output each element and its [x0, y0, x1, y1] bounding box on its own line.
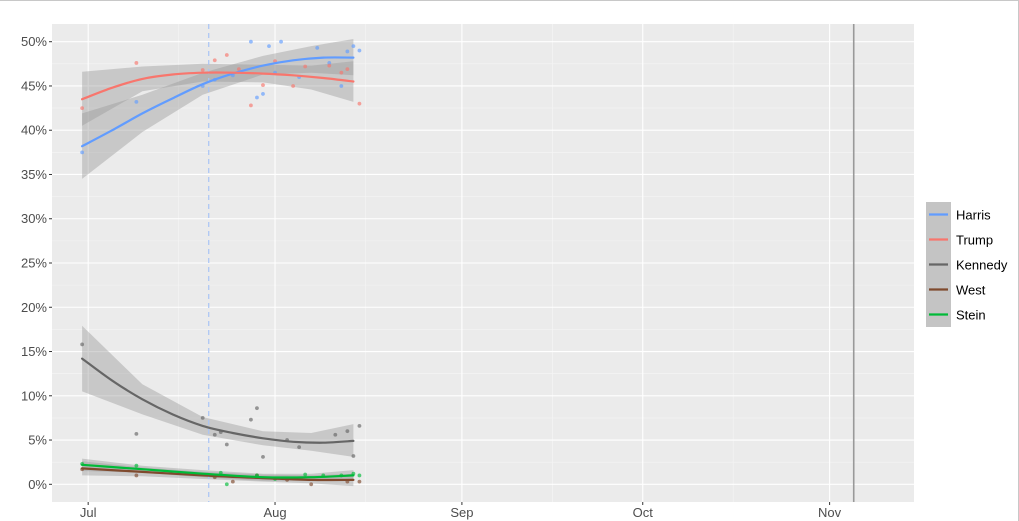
kennedy-poll-point — [224, 442, 229, 447]
legend-label-trump: Trump — [956, 233, 993, 248]
trump-poll-point — [236, 67, 241, 72]
west-poll-point — [230, 479, 235, 484]
y-tick-label: 10% — [21, 388, 47, 403]
kennedy-poll-point — [351, 454, 356, 458]
harris-poll-point — [80, 150, 85, 155]
trump-poll-point — [261, 83, 265, 87]
trump-poll-point — [339, 70, 344, 75]
harris-poll-point — [134, 99, 139, 104]
legend-label-west: West — [956, 283, 986, 298]
trump-poll-point — [345, 67, 350, 72]
y-tick-label: 20% — [21, 300, 47, 315]
west-poll-point — [357, 479, 362, 484]
harris-poll-point — [345, 49, 350, 54]
stein-poll-point — [224, 482, 229, 487]
legend: Harris Trump Kennedy West Stein — [926, 202, 1008, 327]
x-tick-label: Sep — [450, 505, 473, 520]
kennedy-poll-point — [80, 342, 85, 347]
kennedy-poll-point — [255, 406, 259, 411]
harris-poll-point — [357, 48, 362, 53]
stein-trend-line — [81, 463, 355, 479]
harris-poll-point — [351, 44, 356, 49]
harris-poll-point — [279, 39, 283, 44]
harris-poll-point — [249, 39, 253, 44]
legend-label-harris: Harris — [956, 208, 991, 223]
kennedy-poll-point — [345, 429, 350, 434]
trump-poll-point — [200, 68, 205, 72]
y-tick-label: 30% — [21, 211, 47, 226]
kennedy-poll-point — [249, 417, 253, 422]
trump-trend-line — [81, 71, 355, 101]
stein-confidence-band — [82, 458, 354, 481]
harris-poll-point — [339, 84, 344, 88]
y-tick-label: 45% — [21, 78, 47, 93]
y-tick-label: 15% — [21, 344, 47, 359]
major-gridlines — [52, 24, 914, 502]
y-tick-label: 25% — [21, 256, 47, 271]
stein-poll-point — [357, 473, 362, 478]
y-tick-label: 0% — [28, 477, 47, 492]
minor-gridlines — [52, 24, 914, 502]
harris-poll-point — [255, 95, 259, 100]
kennedy-poll-point — [212, 432, 217, 437]
harris-confidence-band — [82, 39, 354, 179]
x-axis: Jul Aug Sep Oct Nov — [80, 502, 842, 520]
west-poll-point — [134, 473, 139, 478]
trend-lines — [81, 56, 355, 482]
trump-poll-point — [291, 84, 296, 88]
kennedy-poll-point — [357, 423, 362, 428]
trump-poll-point — [303, 64, 308, 69]
y-tick-label: 5% — [28, 433, 47, 448]
trump-poll-point — [134, 61, 139, 65]
kennedy-poll-point — [261, 454, 265, 459]
trump-poll-point — [357, 101, 362, 106]
harris-poll-point — [315, 46, 320, 50]
harris-poll-point — [261, 92, 265, 96]
reference-lines — [208, 24, 855, 502]
kennedy-poll-point — [333, 432, 338, 437]
kennedy-poll-point — [200, 416, 205, 420]
stein-poll-point — [303, 472, 308, 477]
x-tick-label: Aug — [263, 505, 286, 520]
y-tick-label: 50% — [21, 34, 47, 49]
harris-poll-point — [327, 61, 332, 65]
trump-poll-point — [327, 63, 332, 68]
west-trend-line — [81, 467, 355, 482]
kennedy-trend-line — [81, 357, 355, 444]
legend-label-stein: Stein — [956, 308, 986, 323]
kennedy-poll-point — [134, 431, 139, 436]
kennedy-poll-point — [297, 445, 302, 450]
y-tick-label: 35% — [21, 167, 47, 182]
trump-poll-point — [212, 58, 217, 63]
trump-poll-point — [80, 106, 85, 110]
trump-poll-point — [249, 103, 253, 108]
y-axis: 0% 5% 10% 15% 20% 25% 30% 35% 40% 45% 50% — [21, 34, 52, 492]
west-poll-point — [309, 482, 314, 487]
trump-poll-point — [224, 53, 229, 57]
y-tick-label: 40% — [21, 123, 47, 138]
harris-poll-point — [267, 44, 271, 49]
stein-poll-point — [134, 463, 139, 468]
legend-label-kennedy: Kennedy — [956, 258, 1008, 273]
x-tick-label: Nov — [818, 505, 842, 520]
harris-trend-line — [81, 56, 355, 148]
x-tick-label: Jul — [80, 505, 97, 520]
x-tick-label: Oct — [633, 505, 654, 520]
